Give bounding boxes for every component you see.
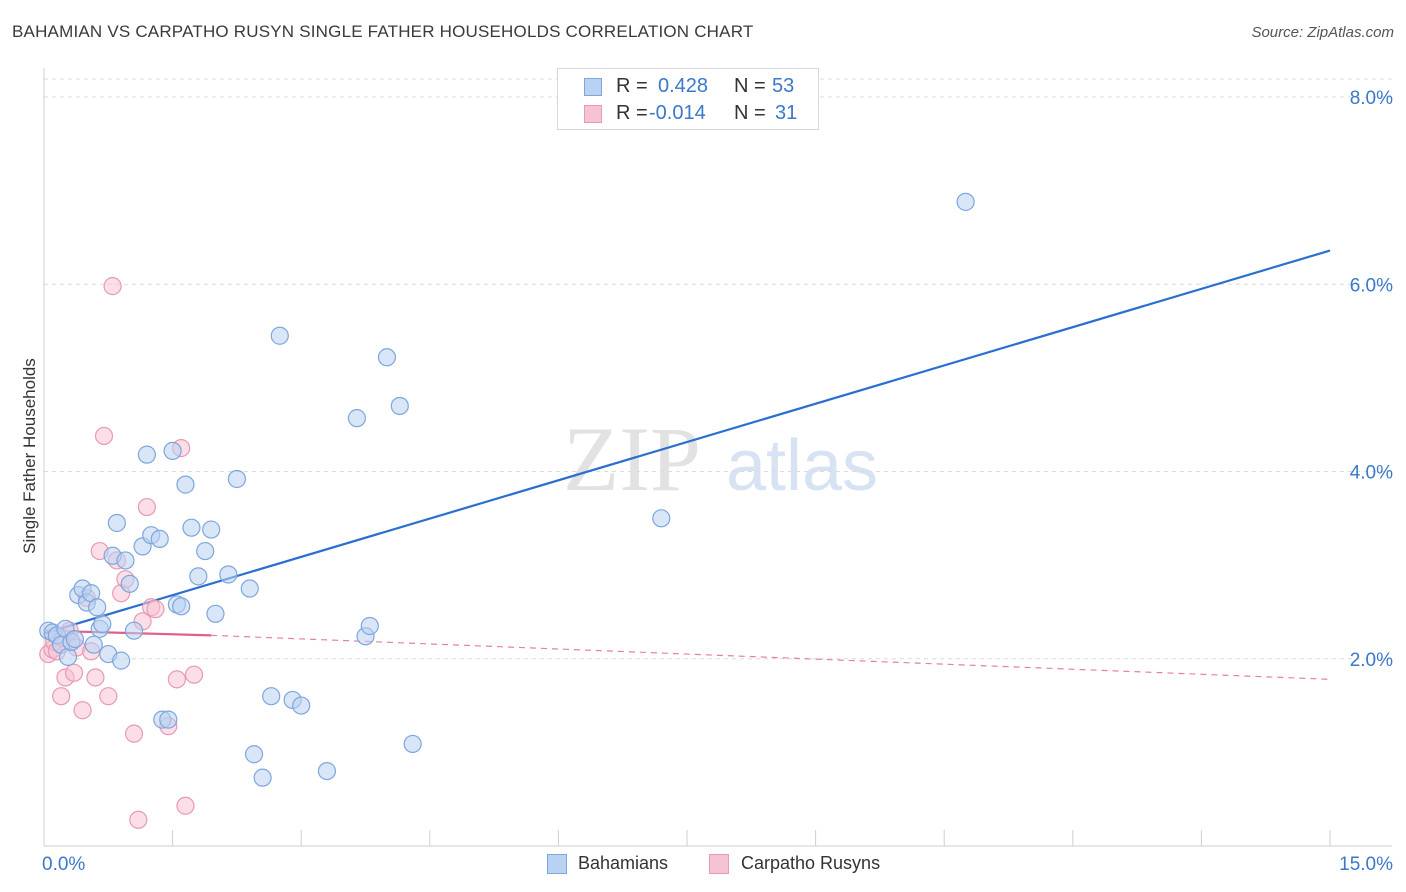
data-point-blue [137, 445, 156, 464]
data-point-blue [652, 509, 671, 528]
stats-n-value: 31 [775, 102, 798, 124]
stats-box: R = 0.428 N = 53 R = -0.014 N = 31 [557, 68, 819, 130]
trend-line-blue [43, 249, 1331, 635]
data-point-blue [202, 520, 221, 539]
data-point-blue [262, 687, 281, 706]
x-tick-label: 0.0% [42, 854, 85, 875]
data-point-pink [103, 277, 122, 296]
legend-label-carpatho-rusyns[interactable]: Carpatho Rusyns [741, 853, 881, 873]
legend-swatch-carpatho-rusyns[interactable] [709, 854, 729, 874]
data-point-pink [73, 701, 92, 720]
data-point-blue [377, 348, 397, 367]
data-point-blue [244, 745, 264, 764]
data-point-blue [360, 616, 379, 636]
data-point-pink [129, 810, 148, 829]
data-point-blue [403, 734, 422, 754]
data-point-pink [64, 663, 84, 682]
data-point-blue [227, 469, 246, 489]
data-point-blue [189, 567, 208, 586]
tick-labels: 2.0% 4.0% 6.0% 8.0% 0.0% 15.0% [42, 88, 1393, 875]
data-point-pink [86, 668, 105, 687]
gridlines [44, 78, 1392, 660]
trend-line-extension-pink [211, 634, 1331, 680]
data-point-pink [137, 497, 156, 517]
stats-n-label: N = [734, 75, 766, 97]
data-point-blue [956, 192, 975, 211]
stats-r-label: R = [616, 102, 648, 124]
chart-source: Source: ZipAtlas.com [1251, 24, 1394, 41]
data-point-blue [107, 513, 126, 533]
data-point-blue [347, 409, 367, 428]
data-point-blue [390, 396, 409, 416]
data-point-blue [84, 635, 103, 654]
data-point-blue [317, 761, 337, 781]
data-point-pink [146, 600, 165, 619]
stats-swatch-carpatho-rusyns [584, 105, 602, 123]
stats-r-value: 0.428 [658, 75, 709, 97]
data-point-blue [182, 518, 201, 537]
data-point-blue [176, 475, 195, 494]
legend: Bahamians Carpatho Rusyns [0, 852, 1406, 878]
stats-r-label: R = [616, 75, 648, 97]
data-point-pink [167, 670, 186, 689]
axes [43, 68, 1392, 847]
stats-n-value: 53 [772, 75, 795, 97]
data-point-blue [253, 768, 272, 787]
stats-n-label: N = [734, 102, 766, 124]
data-point-blue [219, 565, 238, 584]
data-point-pink [176, 796, 195, 815]
data-point-pink [52, 687, 71, 706]
data-point-blue [65, 629, 84, 649]
data-point-pink [99, 687, 118, 706]
data-point-blue [58, 647, 78, 666]
stats-row-carpatho-rusyns: R = -0.014 N = 31 [558, 100, 818, 128]
data-point-blue [124, 621, 144, 640]
data-point-blue [206, 604, 225, 623]
data-point-blue [120, 574, 139, 593]
y-tick-label: 2.0% [1350, 650, 1393, 671]
x-tick-label: 15.0% [1339, 854, 1393, 875]
data-point-blue [116, 551, 135, 570]
data-point-pink [184, 665, 204, 684]
data-point-blue [163, 441, 182, 461]
data-point-blue [196, 541, 215, 561]
data-point-blue [93, 615, 112, 634]
data-point-blue [270, 326, 289, 345]
watermark-atlas: atlas [726, 426, 878, 506]
stats-row-bahamians: R = 0.428 N = 53 [558, 73, 818, 101]
data-point-pink [124, 724, 144, 743]
stats-swatch-bahamians [584, 78, 602, 96]
y-tick-label: 8.0% [1350, 88, 1393, 109]
data-point-blue [159, 710, 178, 729]
data-point-blue [292, 696, 311, 715]
data-point-pink [94, 426, 114, 446]
data-points [39, 192, 975, 829]
data-point-blue [240, 579, 259, 598]
stats-r-value: -0.014 [649, 102, 706, 124]
legend-label-bahamians[interactable]: Bahamians [578, 853, 669, 873]
data-point-blue [88, 598, 107, 617]
y-tick-label: 4.0% [1350, 463, 1393, 484]
y-tick-label: 6.0% [1350, 275, 1393, 296]
data-point-blue [172, 597, 191, 616]
legend-swatch-bahamians[interactable] [547, 854, 567, 874]
data-point-blue [112, 651, 131, 670]
data-point-blue [150, 529, 169, 549]
chart-title: BAHAMIAN VS CARPATHO RUSYN SINGLE FATHER… [12, 22, 754, 41]
